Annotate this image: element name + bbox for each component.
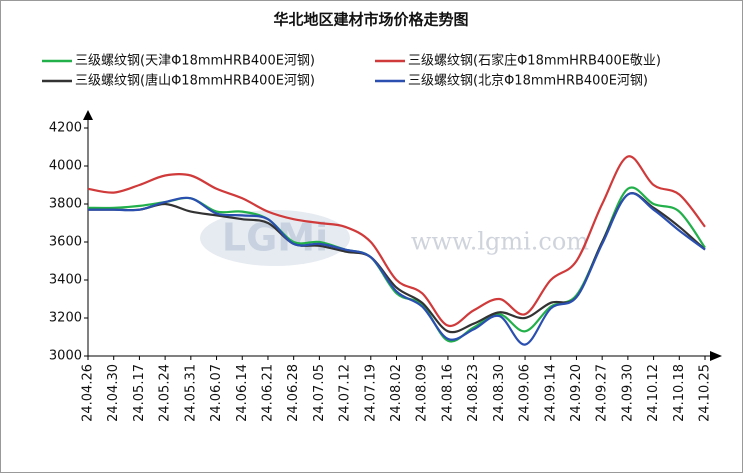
y-tick-label: 3800 [49,197,82,212]
x-tick-label: 24.06.21 [260,364,275,422]
x-tick-label: 24.10.18 [672,364,687,422]
series-line [87,192,706,346]
y-tick-label: 4000 [49,159,82,174]
x-tick-label: 24.08.09 [415,364,430,422]
legend-label: 三级螺纹钢(石家庄Φ18mmHRB400E敬业) [408,53,661,69]
chart-title: 华北地区建材市场价格走势图 [273,11,468,29]
x-tick-label: 24.09.30 [620,364,635,422]
x-tick-label: 24.07.05 [312,364,327,422]
x-tick-label: 24.09.06 [518,364,533,422]
x-tick-label: 24.08.23 [466,364,481,422]
y-tick-label: 3200 [49,311,82,326]
x-tick-label: 24.07.19 [363,364,378,422]
x-tick-label: 24.08.02 [389,364,404,422]
x-tick-label: 24.08.30 [492,364,507,422]
x-tick-label: 24.06.14 [235,364,250,422]
x-tick-label: 24.09.20 [569,364,584,422]
x-tick-label: 24.06.07 [209,364,224,422]
logo-bg [200,210,350,266]
x-tick-label: 24.05.17 [132,364,147,422]
x-tick-label: 24.10.12 [646,364,661,422]
x-tick-label: 24.04.26 [81,364,96,422]
x-tick-label: 24.05.31 [183,364,198,422]
x-tick-label: 24.06.28 [286,364,301,422]
x-tick-label: 24.09.27 [595,364,610,422]
y-arrow [83,110,93,120]
legend-label: 三级螺纹钢(唐山Φ18mmHRB400E河钢) [75,73,315,89]
y-tick-label: 3000 [49,349,82,364]
y-tick-label: 3600 [49,235,82,250]
watermark: www.lgmi.com [411,228,589,256]
y-tick-label: 4200 [49,121,82,136]
x-tick-label: 24.10.25 [698,364,713,422]
x-tick-label: 24.07.12 [338,364,353,422]
x-tick-label: 24.04.30 [106,364,121,422]
legend-label: 三级螺纹钢(北京Φ18mmHRB400E河钢) [408,74,648,89]
x-tick-label: 24.09.14 [543,364,558,422]
series-line [87,155,706,328]
y-tick-label: 3400 [49,273,82,288]
x-arrow [710,351,722,361]
legend-label: 三级螺纹钢(天津Φ18mmHRB400E河钢) [75,54,315,69]
x-tick-label: 24.05.24 [158,364,173,422]
x-tick-label: 24.08.16 [440,364,455,422]
